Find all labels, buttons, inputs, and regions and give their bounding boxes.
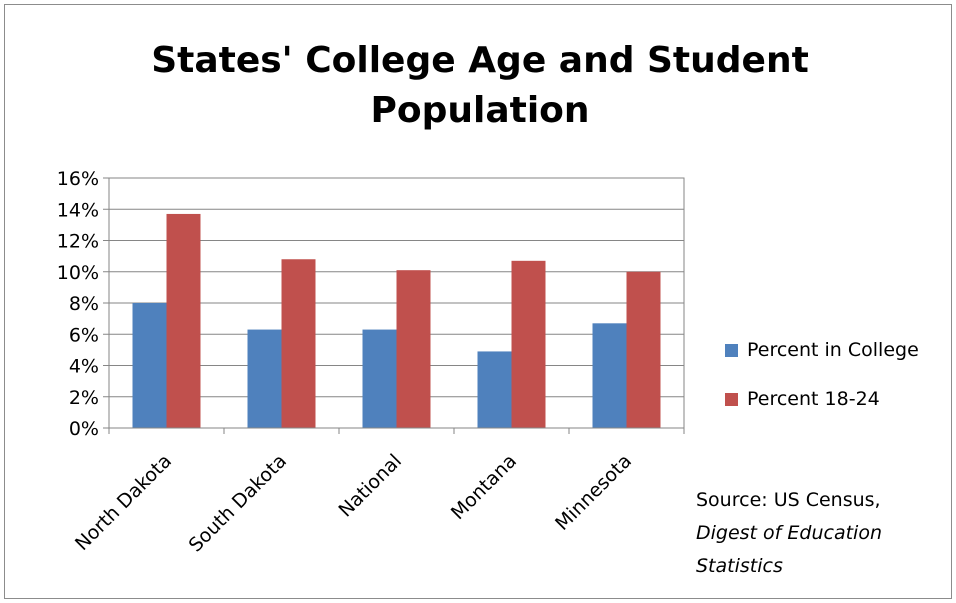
bars [132,213,661,428]
y-tick-label: 12% [57,231,99,253]
source-line-2: Digest of Education [696,522,882,544]
source-line-3: Statistics [696,555,783,577]
legend-swatch [725,344,738,357]
bar-percent-in-college [592,323,627,428]
chart-title-line-2: Population [370,90,590,131]
x-axis-category-labels: North Dakota South Dakota National Montana M… [71,450,636,556]
bar-percent-18-24 [626,271,661,428]
legend-label: Percent in College [747,339,919,361]
chart-title: States' College Age and Student Populati… [20,36,940,136]
x-category-label: South Dakota [185,450,291,556]
y-tick-label: 8% [69,293,99,315]
y-tick-label: 10% [57,262,99,284]
x-category-label: North Dakota [71,450,176,555]
axes [103,177,685,434]
y-tick-label: 2% [69,387,99,409]
x-category-label: Minnesota [551,450,636,535]
bar-percent-18-24 [281,259,316,428]
y-tick-label: 16% [57,168,99,190]
y-tick-label: 6% [69,324,99,346]
legend-swatch [725,393,738,406]
y-axis-tick-labels: 0% 2% 4% 6% 8% 10% 12% 14% 16% [57,168,99,440]
bar-percent-in-college [362,329,397,428]
legend: Percent in College Percent 18-24 [725,339,919,410]
source-line-1: Source: US Census, [696,489,881,511]
bar-percent-in-college [477,351,512,428]
y-tick-label: 14% [57,199,99,221]
y-tick-label: 0% [69,418,99,440]
x-category-label: National [334,450,406,522]
bar-percent-18-24 [166,213,201,428]
chart-frame [4,4,952,599]
bar-percent-18-24 [396,270,431,428]
source-note: Source: US Census, Digest of Education S… [696,484,946,583]
chart-title-line-1: States' College Age and Student [151,40,809,81]
bar-percent-18-24 [511,260,546,428]
y-tick-label: 4% [69,356,99,378]
x-category-label: Montana [447,450,521,524]
legend-label: Percent 18-24 [747,388,880,410]
bar-percent-in-college [132,303,167,428]
bar-percent-in-college [247,329,282,428]
